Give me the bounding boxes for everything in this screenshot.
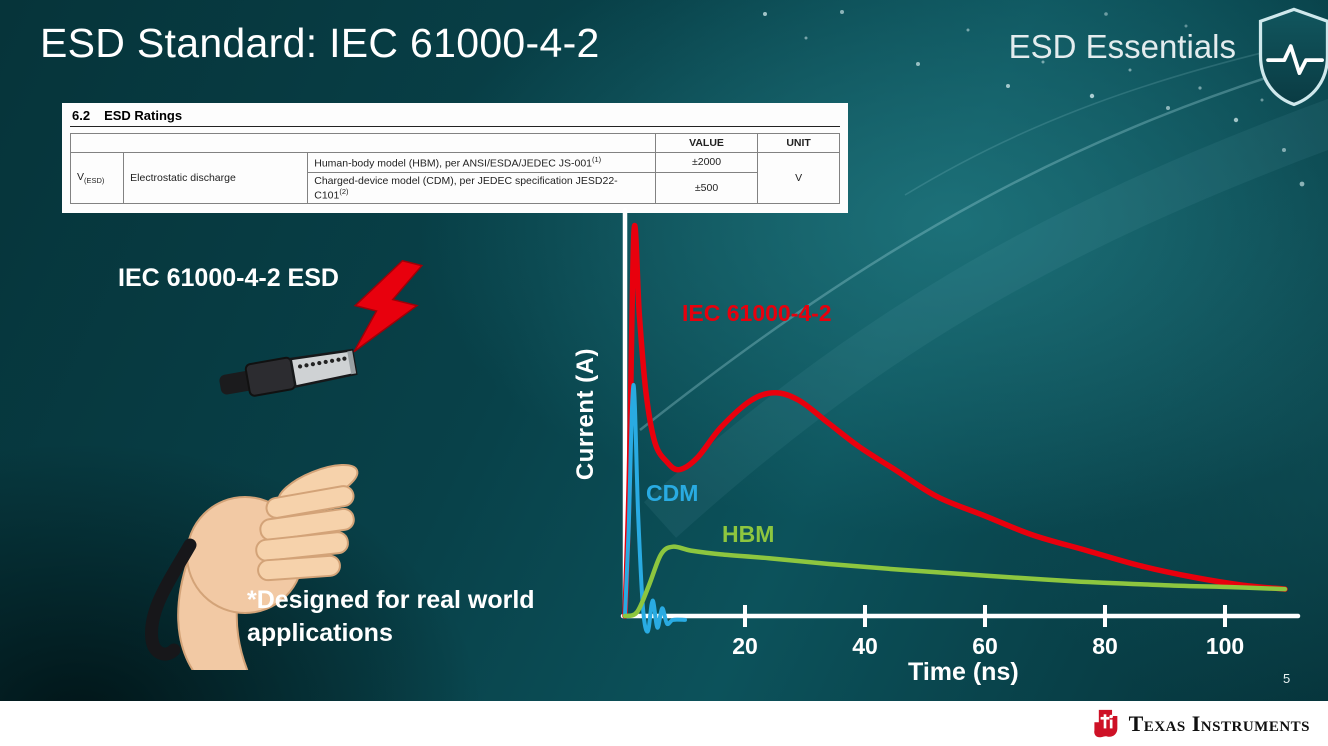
curve-iec-61000-4-2 xyxy=(622,223,1288,619)
cdm-description-cell: Charged-device model (CDM), per JEDEC sp… xyxy=(307,171,656,204)
ti-logo: Texas Instruments xyxy=(1090,708,1310,740)
empty-header-cell xyxy=(70,133,656,153)
iec-esd-heading: IEC 61000-4-2 ESD xyxy=(118,264,339,292)
curve-hbm xyxy=(622,544,1288,619)
x-tick-label: 60 xyxy=(972,633,998,659)
hbm-description-cell: Human-body model (HBM), per ANSI/ESDA/JE… xyxy=(307,152,656,173)
param-name-cell: Electrostatic discharge xyxy=(123,152,309,204)
finger xyxy=(265,485,355,519)
pulse-line xyxy=(1266,44,1324,76)
section-number: 6.2 xyxy=(72,108,91,123)
designed-note: *Designed for real world applications xyxy=(247,586,535,647)
table-row: V(ESD) Electrostatic discharge Human-bod… xyxy=(69,152,840,204)
table-header-row: VALUE UNIT xyxy=(70,133,840,153)
footer-bar: Texas Instruments xyxy=(0,701,1328,746)
ti-wordmark: Texas Instruments xyxy=(1128,710,1310,736)
table-section-heading: 6.2 ESD Ratings xyxy=(70,107,840,127)
hbm-description: Human-body model (HBM), per ANSI/ESDA/JE… xyxy=(314,157,592,170)
ratings-table: VALUE UNIT V(ESD) Electrostatic discharg… xyxy=(69,133,840,204)
esd-waveform-chart: 20 40 60 80 100 Current (A) Time (ns) IEC 61… xyxy=(560,198,1328,703)
hbm-value-cell: ±2000 xyxy=(654,152,759,173)
hand xyxy=(177,464,359,670)
param-symbol-subscript: (ESD) xyxy=(84,176,105,186)
slide-title: ESD Standard: IEC 61000-4-2 xyxy=(40,20,600,66)
finger xyxy=(257,554,341,582)
unit-cell: V xyxy=(757,152,840,204)
x-axis-label: Time (ns) xyxy=(908,658,1019,686)
footnote-ref: (2) xyxy=(339,186,349,196)
curve-label-cdm: CDM xyxy=(646,480,699,506)
x-tick-label: 40 xyxy=(852,633,878,659)
x-tick-label: 80 xyxy=(1092,633,1118,659)
shield-pulse-icon xyxy=(1258,7,1328,107)
hand-holding-connector-illustration xyxy=(145,259,424,670)
footnote-ref: (1) xyxy=(592,155,602,164)
curve-cdm xyxy=(623,382,687,634)
param-symbol: V xyxy=(77,170,85,183)
chart-canvas: 20 40 60 80 100 xyxy=(620,207,1301,659)
esd-ratings-table: 6.2 ESD Ratings VALUE UNIT V(ESD) Electr… xyxy=(62,103,848,213)
x-axis-ticks: 20 40 60 80 100 xyxy=(732,605,1244,659)
col-header-value: VALUE xyxy=(654,133,759,153)
waveform-curves xyxy=(622,223,1288,634)
param-symbol-cell: V(ESD) xyxy=(69,152,125,204)
series-title: ESD Essentials xyxy=(1008,28,1236,65)
table-row: Charged-device model (CDM), per JEDEC sp… xyxy=(71,171,840,204)
cable xyxy=(145,538,197,661)
curve-label-iec: IEC 61000-4-2 xyxy=(682,300,832,326)
ti-logo-icon xyxy=(1093,709,1117,737)
lightning-bolt-icon xyxy=(353,259,424,353)
cdm-description: Charged-device model (CDM), per JEDEC sp… xyxy=(314,174,618,202)
cdm-value-cell: ±500 xyxy=(654,171,759,204)
curve-label-hbm: HBM xyxy=(722,521,775,547)
x-tick-label: 100 xyxy=(1206,633,1244,659)
page-number: 5 xyxy=(1283,671,1291,686)
hdmi-connector xyxy=(219,348,358,397)
col-header-unit: UNIT xyxy=(757,133,840,153)
x-tick-label: 20 xyxy=(732,633,758,659)
y-axis-label: Current (A) xyxy=(572,348,599,481)
section-title: ESD Ratings xyxy=(104,108,183,123)
